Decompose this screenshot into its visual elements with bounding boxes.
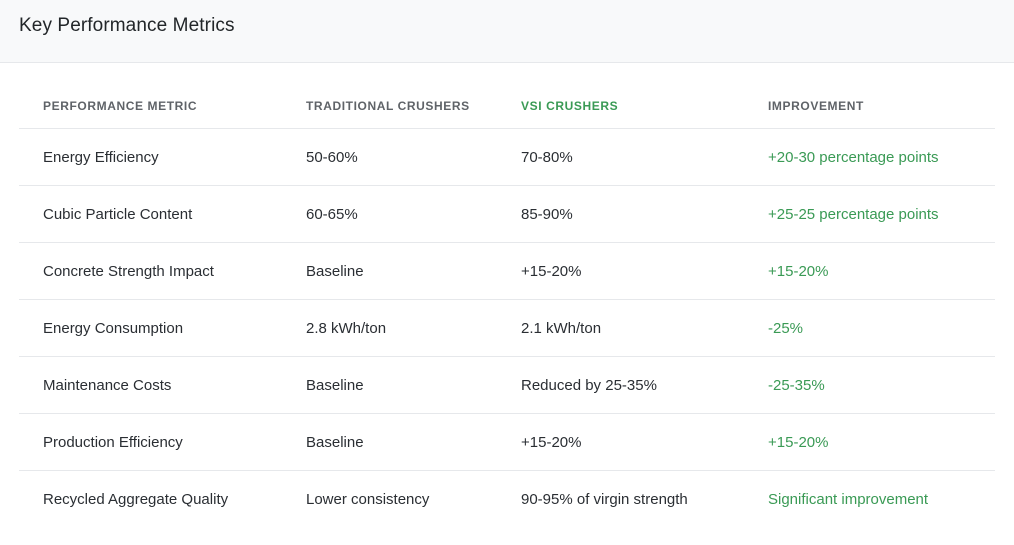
improvement-cell: -25-35% bbox=[744, 356, 995, 414]
traditional-cell: 2.8 kWh/ton bbox=[282, 299, 497, 357]
card-header: Key Performance Metrics bbox=[0, 0, 1014, 63]
table-row: Energy Efficiency 50-60% 70-80% +20-30 p… bbox=[19, 128, 995, 186]
vsi-cell: 85-90% bbox=[497, 185, 744, 243]
table-container: PERFORMANCE METRIC TRADITIONAL CRUSHERS … bbox=[0, 83, 1014, 527]
improvement-cell: +15-20% bbox=[744, 413, 995, 471]
traditional-cell: 50-60% bbox=[282, 128, 497, 186]
table-row: Production Efficiency Baseline +15-20% +… bbox=[19, 413, 995, 471]
metrics-table: PERFORMANCE METRIC TRADITIONAL CRUSHERS … bbox=[19, 83, 995, 527]
improvement-cell: +15-20% bbox=[744, 242, 995, 300]
column-header-vsi: VSI CRUSHERS bbox=[497, 83, 744, 129]
vsi-cell: 70-80% bbox=[497, 128, 744, 186]
improvement-cell: +20-30 percentage points bbox=[744, 128, 995, 186]
table-header-row: PERFORMANCE METRIC TRADITIONAL CRUSHERS … bbox=[19, 83, 995, 129]
table-row: Cubic Particle Content 60-65% 85-90% +25… bbox=[19, 185, 995, 243]
traditional-cell: 60-65% bbox=[282, 185, 497, 243]
traditional-cell: Baseline bbox=[282, 242, 497, 300]
traditional-cell: Baseline bbox=[282, 356, 497, 414]
column-header-traditional: TRADITIONAL CRUSHERS bbox=[282, 83, 497, 129]
traditional-cell: Lower consistency bbox=[306, 490, 430, 508]
improvement-cell: -25% bbox=[744, 299, 995, 357]
page-title: Key Performance Metrics bbox=[19, 15, 235, 36]
table-row: Energy Consumption 2.8 kWh/ton 2.1 kWh/t… bbox=[19, 299, 995, 357]
metric-cell: Concrete Strength Impact bbox=[19, 242, 282, 300]
traditional-cell: Baseline bbox=[282, 413, 497, 471]
metric-cell: Energy Consumption bbox=[19, 299, 282, 357]
metric-cell: Cubic Particle Content bbox=[19, 185, 282, 243]
table-row: Maintenance Costs Baseline Reduced by 25… bbox=[19, 356, 995, 414]
column-header-metric: PERFORMANCE METRIC bbox=[19, 83, 282, 129]
metric-cell: Maintenance Costs bbox=[19, 356, 282, 414]
table-row: Concrete Strength Impact Baseline +15-20… bbox=[19, 242, 995, 300]
metric-cell: Energy Efficiency bbox=[19, 128, 282, 186]
vsi-cell: 90-95% of virgin strength bbox=[521, 490, 688, 508]
metric-cell: Recycled Aggregate Quality bbox=[43, 490, 229, 508]
improvement-cell: Significant improvement bbox=[768, 490, 929, 508]
improvement-cell: +25-25 percentage points bbox=[744, 185, 995, 243]
table-row: Recycled Aggregate Quality Lower consist… bbox=[19, 471, 995, 528]
column-header-improvement: IMPROVEMENT bbox=[744, 83, 995, 129]
vsi-cell: +15-20% bbox=[497, 242, 744, 300]
vsi-cell: +15-20% bbox=[497, 413, 744, 471]
vsi-cell: 2.1 kWh/ton bbox=[497, 299, 744, 357]
vsi-cell: Reduced by 25-35% bbox=[497, 356, 744, 414]
metric-cell: Production Efficiency bbox=[19, 413, 282, 471]
